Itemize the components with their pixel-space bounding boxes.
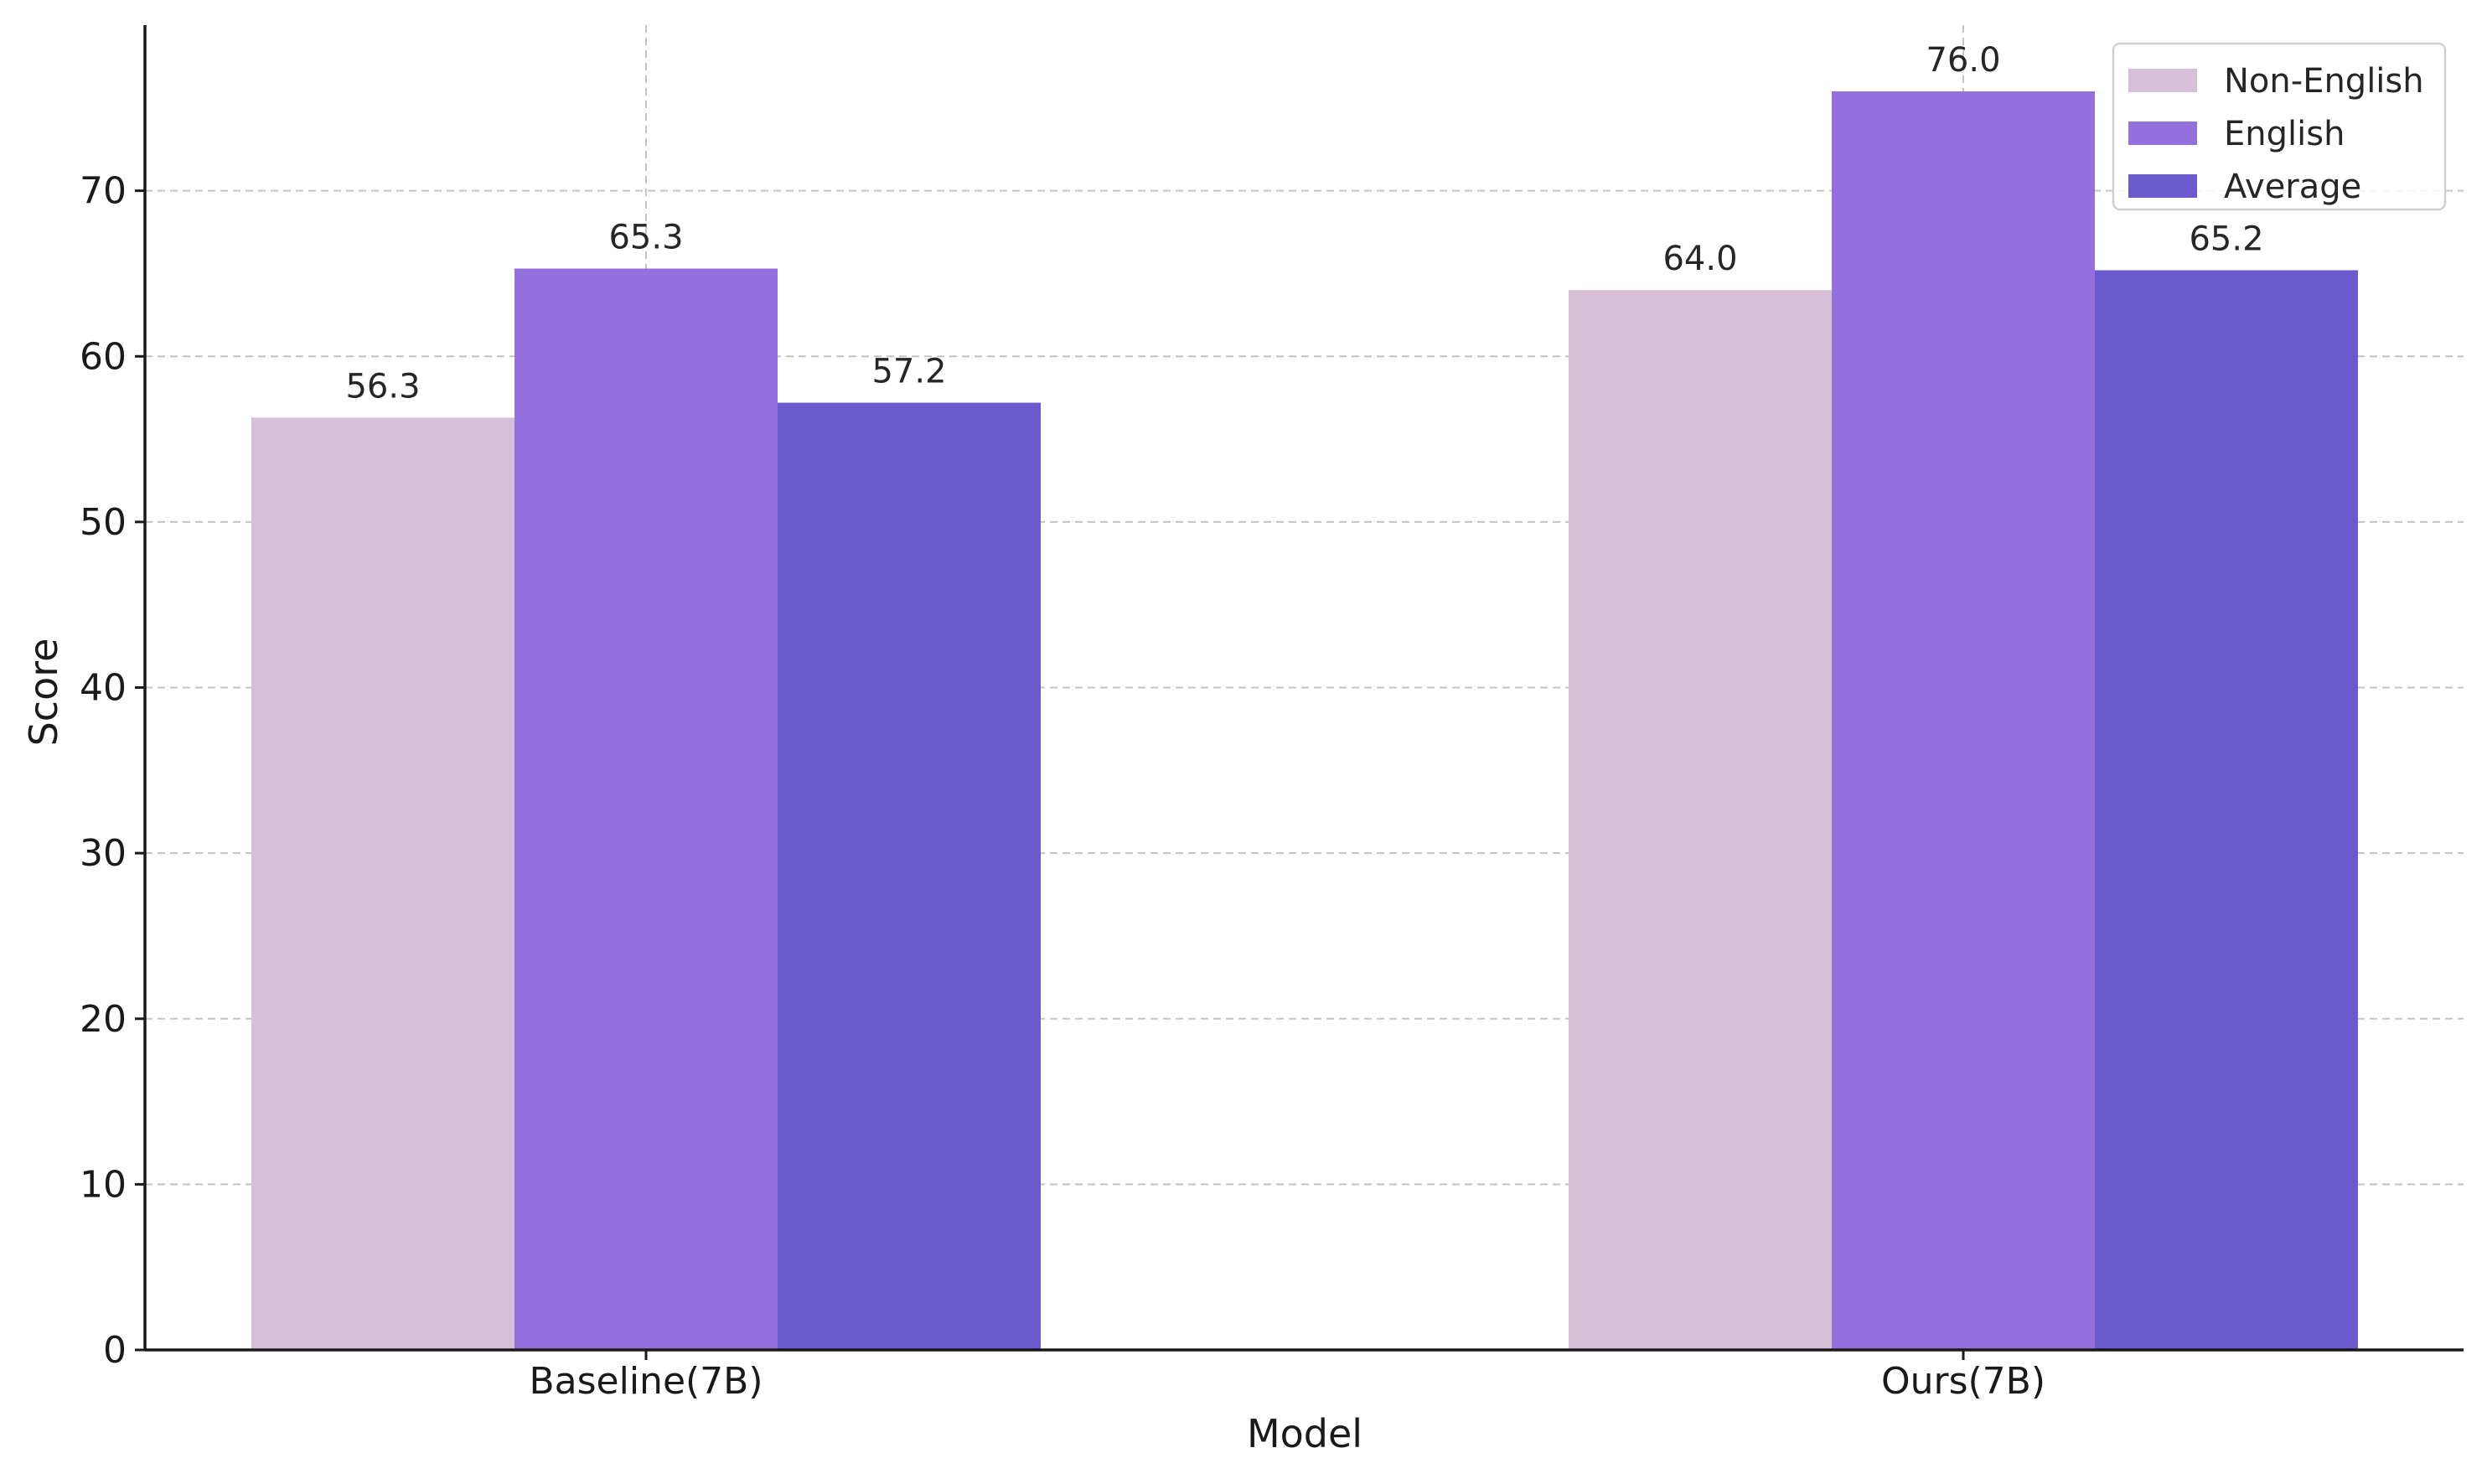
y-axis-ticks: 0 10 20 30 40 50 60 70	[80, 170, 145, 1372]
bars	[251, 91, 2358, 1351]
legend-label: English	[2224, 115, 2345, 153]
legend-label: Average	[2224, 168, 2361, 206]
legend: Non-English English Average	[2112, 42, 2447, 211]
y-tick-label: 60	[80, 335, 127, 378]
x-tick-label: Baseline(7B)	[529, 1360, 763, 1403]
legend-swatch	[2128, 69, 2197, 92]
bar-value-label: 65.2	[2189, 220, 2263, 258]
x-axis-ticks: Baseline(7B) Ours(7B)	[529, 1350, 2045, 1403]
bar-average-1	[2095, 270, 2358, 1350]
bar-non-english-0	[251, 417, 514, 1351]
bar-non-english-1	[1569, 290, 1832, 1351]
bar-average-0	[778, 402, 1041, 1351]
y-tick-label: 70	[80, 170, 127, 213]
bar-value-label: 56.3	[345, 367, 420, 406]
value-labels: 56.3 64.0 65.3 76.0 57.2 65.2	[345, 41, 2263, 406]
bar-value-label: 64.0	[1662, 240, 1737, 278]
y-tick-label: 0	[103, 1329, 127, 1372]
legend-swatch	[2128, 174, 2197, 198]
y-axis-label: Score	[21, 639, 66, 747]
y-tick-label: 20	[80, 998, 127, 1041]
legend-label: Non-English	[2224, 62, 2424, 101]
bar-value-label: 76.0	[1926, 41, 2000, 80]
x-axis-label: Model	[1247, 1411, 1362, 1456]
bar-value-label: 57.2	[871, 353, 946, 391]
bar-value-label: 65.3	[608, 219, 683, 257]
y-tick-label: 50	[80, 501, 127, 544]
bar-english-0	[514, 268, 778, 1350]
bar-english-1	[1832, 91, 2095, 1350]
legend-swatch	[2128, 122, 2197, 145]
y-tick-label: 30	[80, 832, 127, 875]
x-tick-label: Ours(7B)	[1881, 1360, 2045, 1403]
y-tick-label: 40	[80, 667, 127, 710]
y-tick-label: 10	[80, 1163, 127, 1206]
